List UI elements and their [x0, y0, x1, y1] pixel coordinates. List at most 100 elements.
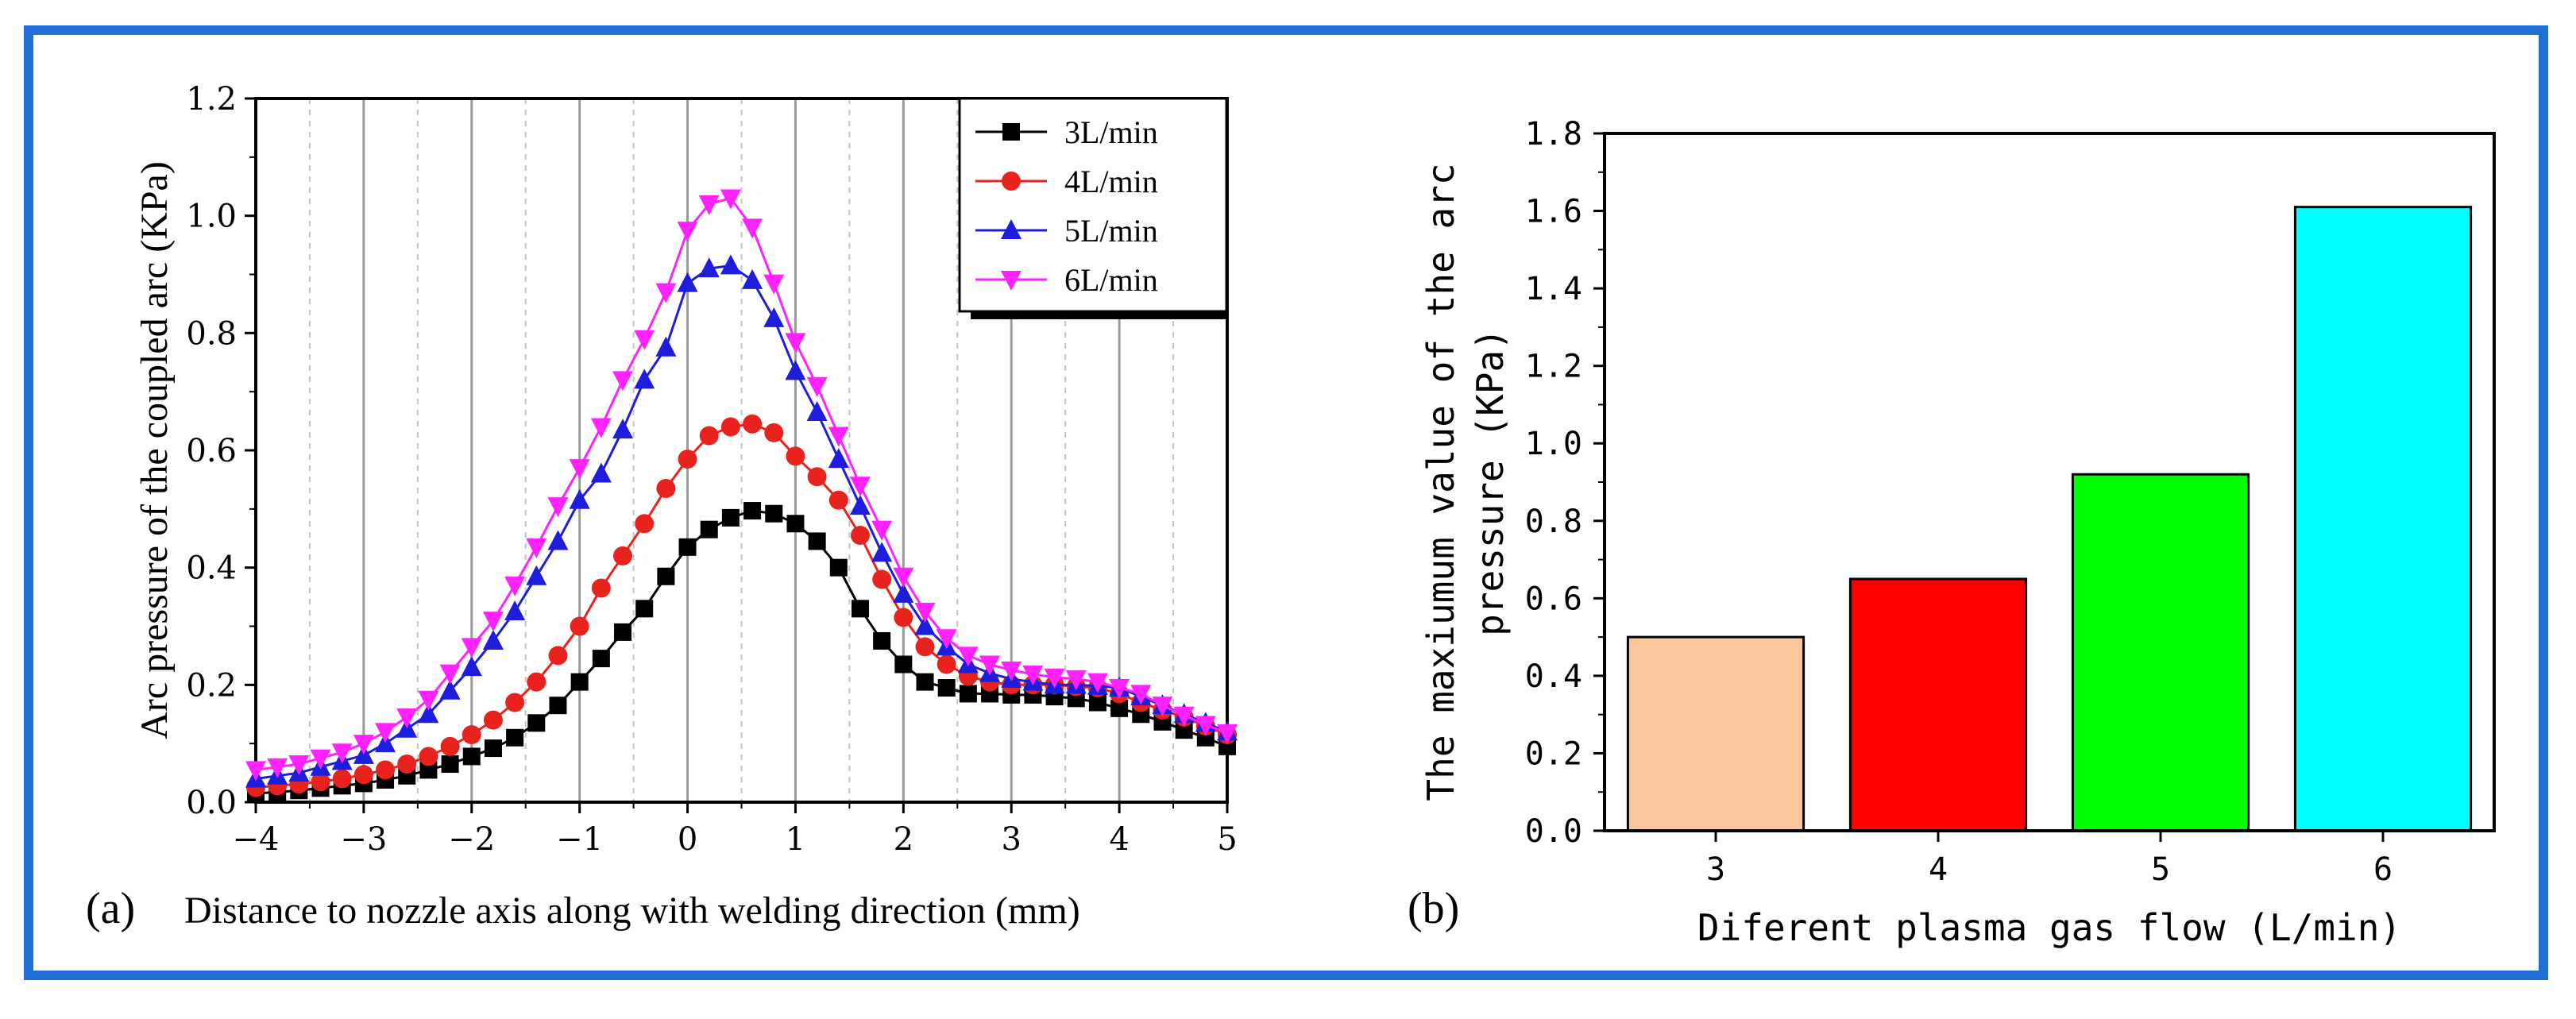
- series-3L/min: [247, 502, 1236, 802]
- x-tick-label: 3: [1001, 821, 1021, 858]
- data-point: [677, 272, 698, 292]
- x-tick-label: −1: [556, 821, 603, 858]
- data-point: [720, 417, 740, 437]
- data-point: [526, 538, 547, 558]
- data-point: [979, 655, 1001, 676]
- data-point: [871, 542, 893, 562]
- y-axis-label: Arc pressure of the coupled arc (KPa): [133, 161, 176, 739]
- legend-marker: [1001, 271, 1022, 291]
- data-point: [267, 758, 288, 778]
- data-point: [656, 478, 676, 498]
- data-point: [635, 514, 655, 534]
- data-point: [657, 567, 675, 585]
- panel-label-a: (a): [86, 884, 135, 933]
- x-axis-label: Distance to nozzle axis along with weldi…: [184, 890, 1080, 932]
- data-point: [332, 769, 352, 789]
- data-point: [504, 600, 526, 621]
- data-point: [569, 459, 590, 480]
- panel-label-b: (b): [1408, 884, 1459, 933]
- data-point: [698, 257, 720, 278]
- data-point: [376, 760, 396, 780]
- y-tick-label: 1.0: [1525, 426, 1582, 462]
- data-point: [871, 520, 893, 541]
- data-point: [483, 710, 503, 730]
- data-point: [851, 600, 869, 618]
- data-point: [440, 736, 460, 756]
- tick-marks: [245, 97, 1229, 813]
- data-point: [937, 654, 956, 674]
- data-point: [484, 739, 502, 758]
- data-point: [893, 567, 914, 588]
- data-point: [419, 747, 438, 766]
- data-point: [806, 401, 828, 422]
- data-point: [288, 755, 310, 776]
- data-point: [482, 629, 504, 650]
- y-axis-label-line-2: pressure (KPa): [1469, 328, 1512, 636]
- data-point: [764, 423, 784, 442]
- data-point: [742, 218, 763, 239]
- legend-label: 6L/min: [1064, 262, 1158, 298]
- x-tick-label: 0: [678, 821, 697, 858]
- x-tick-label: −2: [448, 821, 495, 858]
- data-point: [1175, 721, 1193, 739]
- data-point: [1087, 673, 1108, 693]
- data-point: [592, 650, 610, 668]
- legend-marker: [1002, 123, 1020, 141]
- y-tick-label: 1.2: [1525, 349, 1582, 385]
- legend-marker: [1002, 172, 1021, 191]
- legend-label: 4L/min: [1064, 164, 1158, 199]
- data-point: [310, 749, 331, 770]
- data-point: [786, 515, 805, 533]
- bar-3: [1626, 635, 1806, 832]
- bar-chart-panel: 3 4 5 6 0.0 0.2 0.4 0.6 0.8 1.0 1.2 1.4 1.6 1.8 The m…: [1408, 116, 2496, 949]
- series-line: [255, 196, 1228, 771]
- data-point: [806, 376, 828, 397]
- x-tick-label: 1: [786, 821, 805, 858]
- data-point: [720, 189, 741, 210]
- data-point: [655, 283, 677, 303]
- data-point: [569, 488, 590, 509]
- data-point: [353, 765, 373, 785]
- data-point: [439, 679, 461, 700]
- y-tick-label: 0.6: [1525, 581, 1582, 617]
- data-point: [763, 307, 785, 327]
- data-point: [504, 576, 526, 596]
- y-tick-label: 0.2: [1525, 735, 1582, 772]
- data-point: [828, 448, 849, 469]
- data-point: [612, 419, 634, 439]
- data-point: [311, 772, 330, 792]
- data-point: [872, 569, 892, 589]
- data-point: [418, 690, 439, 711]
- data-point: [1173, 706, 1195, 727]
- data-point: [527, 714, 546, 732]
- legend-marker: [1001, 219, 1022, 239]
- legend: 3L/min 4L/min 5L/min 6L/min: [958, 97, 1228, 319]
- y-tick-label: 0.4: [186, 550, 237, 587]
- data-point: [678, 450, 697, 469]
- data-point: [548, 646, 568, 666]
- data-point: [634, 369, 655, 389]
- x-tick-label: 5: [1217, 821, 1237, 858]
- x-tick-label: −4: [233, 821, 280, 858]
- data-point: [1044, 668, 1065, 689]
- series-group: [245, 189, 1238, 802]
- series-6L/min: [245, 189, 1238, 782]
- data-point: [635, 600, 654, 618]
- data-point: [549, 697, 567, 715]
- data-point: [721, 508, 740, 527]
- data-point: [1130, 685, 1152, 705]
- x-tick-label: −3: [340, 821, 387, 858]
- data-point: [419, 761, 438, 779]
- tick-labels: −4 −3 −2 −1 0 1 2 3 4 5 0.0 0.2 0.4 0.6 0.8 1.0 1.2: [186, 81, 1237, 858]
- data-point: [873, 631, 891, 650]
- data-point: [353, 735, 374, 755]
- data-point: [893, 582, 914, 603]
- x-tick-label: 3: [1706, 851, 1725, 888]
- data-point: [527, 672, 546, 692]
- y-tick-label: 1.4: [1525, 271, 1582, 307]
- data-point: [807, 467, 827, 487]
- data-point: [699, 426, 719, 446]
- data-point: [526, 565, 547, 585]
- data-point: [916, 673, 934, 691]
